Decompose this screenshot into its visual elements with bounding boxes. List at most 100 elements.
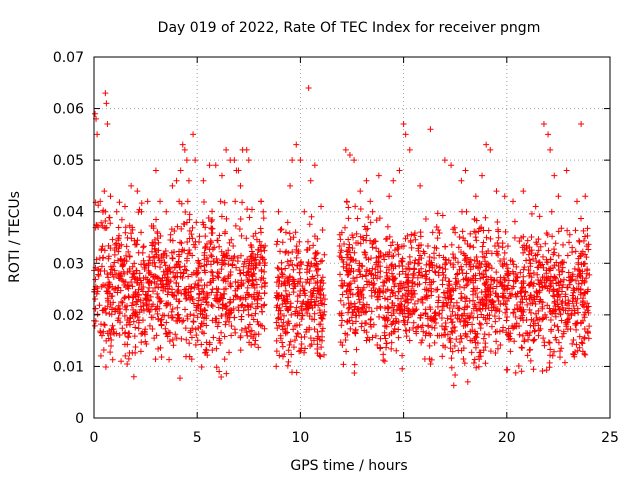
data-point — [547, 346, 554, 353]
data-point — [157, 317, 164, 324]
data-point — [478, 296, 485, 303]
data-point — [350, 268, 357, 275]
data-point — [209, 269, 216, 276]
data-point — [192, 341, 199, 348]
data-point — [531, 328, 538, 335]
data-point — [391, 280, 398, 287]
data-point — [583, 243, 590, 250]
data-point — [246, 214, 253, 221]
data-point — [274, 238, 281, 245]
data-point — [261, 283, 268, 290]
data-point — [584, 307, 591, 314]
data-point — [275, 322, 282, 329]
data-point — [131, 333, 138, 340]
data-point — [173, 280, 180, 287]
data-point — [208, 218, 215, 225]
data-point — [179, 274, 186, 281]
data-point — [367, 219, 374, 226]
data-point — [152, 284, 159, 291]
data-point — [248, 327, 255, 334]
data-point — [256, 290, 263, 297]
data-point — [154, 228, 161, 235]
data-point — [480, 335, 487, 342]
data-point — [455, 305, 462, 312]
data-point — [545, 339, 552, 346]
data-point — [258, 268, 265, 275]
data-point — [132, 324, 139, 331]
data-point — [199, 320, 206, 327]
data-point — [261, 290, 268, 297]
data-point — [448, 355, 455, 362]
data-point — [116, 309, 123, 316]
data-point — [178, 240, 185, 247]
data-point — [424, 243, 431, 250]
data-point — [231, 253, 238, 260]
data-point — [193, 267, 200, 274]
data-point — [395, 251, 402, 258]
data-point — [223, 318, 230, 325]
data-point — [226, 239, 233, 246]
data-point — [273, 348, 280, 355]
data-point — [584, 232, 591, 239]
data-point — [172, 263, 178, 270]
data-point — [289, 369, 296, 376]
data-point — [402, 235, 409, 242]
data-point — [158, 354, 165, 361]
data-point — [495, 251, 502, 258]
data-point — [317, 283, 324, 290]
data-point — [95, 202, 102, 209]
data-point — [303, 247, 310, 254]
data-point — [294, 298, 301, 305]
data-point — [547, 273, 554, 280]
data-point — [562, 319, 569, 326]
data-point — [472, 193, 479, 200]
data-point — [470, 263, 477, 270]
data-point — [174, 312, 181, 319]
data-point — [448, 241, 455, 248]
data-point — [540, 335, 547, 342]
data-point — [503, 366, 510, 373]
data-point — [422, 310, 429, 317]
data-point — [149, 259, 156, 266]
data-point — [122, 279, 129, 286]
data-point — [531, 336, 538, 343]
data-point — [260, 208, 267, 215]
data-point — [536, 289, 543, 296]
data-point — [392, 275, 399, 282]
data-point — [108, 266, 115, 273]
data-point — [539, 284, 546, 291]
data-point — [426, 267, 433, 274]
data-point — [492, 350, 499, 357]
data-point — [170, 269, 177, 276]
data-point — [504, 306, 511, 313]
data-point — [294, 330, 301, 337]
data-point — [101, 322, 108, 329]
data-point — [100, 254, 107, 261]
data-point — [180, 270, 187, 277]
data-point — [573, 198, 580, 205]
data-point — [473, 237, 480, 244]
data-point — [216, 232, 223, 239]
data-point — [473, 217, 480, 224]
data-point — [144, 198, 151, 205]
data-point — [417, 233, 424, 240]
data-point — [303, 266, 310, 273]
data-point — [140, 257, 147, 264]
data-point — [221, 199, 228, 206]
data-point — [375, 259, 382, 266]
data-point — [165, 300, 172, 307]
data-point — [129, 294, 136, 301]
data-point — [318, 277, 325, 284]
data-point — [455, 244, 462, 251]
data-point — [178, 335, 185, 342]
data-point — [191, 284, 198, 291]
data-point — [580, 260, 587, 267]
data-point — [308, 276, 315, 283]
data-point — [418, 339, 425, 346]
data-point — [244, 277, 251, 284]
data-point — [494, 293, 501, 300]
data-point — [569, 292, 576, 299]
data-point — [168, 226, 175, 233]
data-point — [202, 295, 209, 302]
data-point — [297, 259, 304, 266]
